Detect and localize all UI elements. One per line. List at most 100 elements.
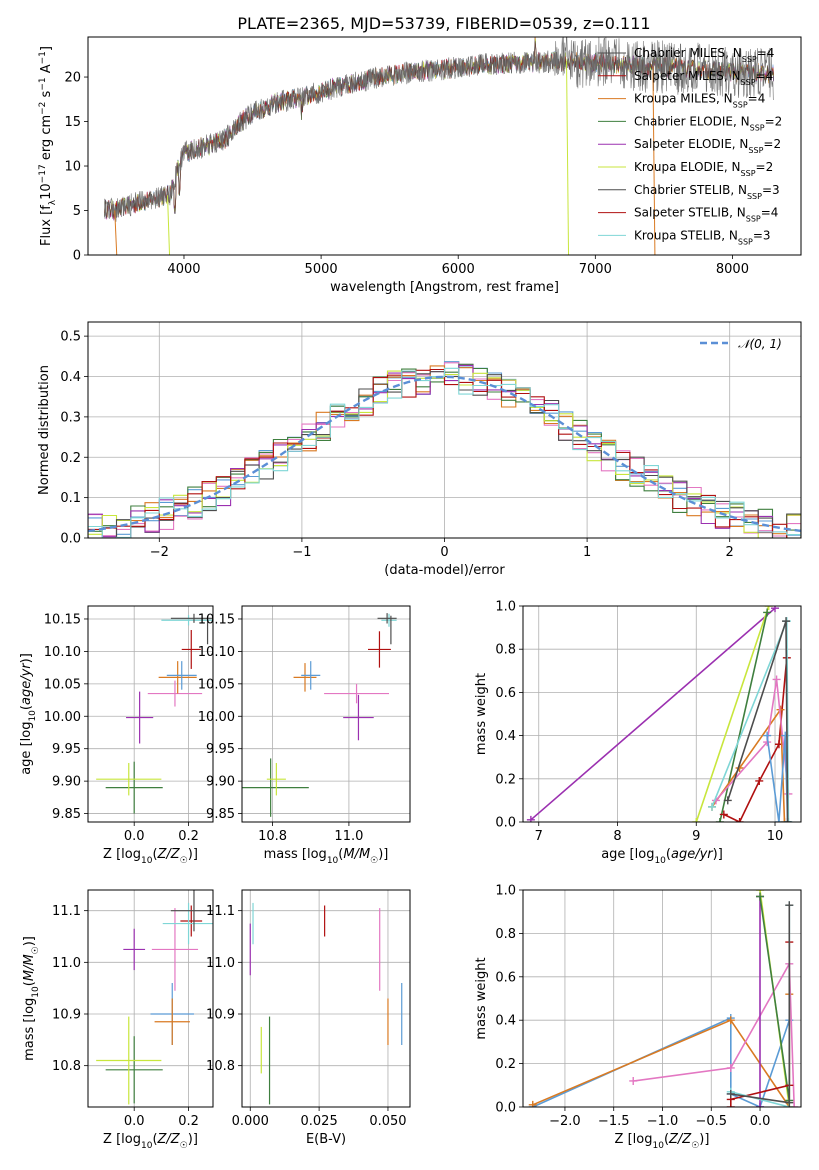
legend-label: Salpeter MILES, NSSP=4 <box>634 69 773 87</box>
x-tick-label: −0.5 <box>695 1114 727 1129</box>
x-tick-label: 0.000 <box>232 1114 269 1129</box>
weight-marker <box>726 1103 735 1107</box>
y-tick-label: 5 <box>73 204 81 219</box>
y-tick-label: 10.10 <box>198 645 235 660</box>
residuals-frame <box>87 321 802 539</box>
x-tick-label: 8 <box>613 829 621 844</box>
age_vs_mass-points <box>242 613 397 817</box>
legend-label: Kroupa STELIB, NSSP=3 <box>634 228 771 246</box>
weight-marker <box>726 1063 735 1072</box>
weight-marker <box>784 818 793 822</box>
y-tick-label: 20 <box>64 71 81 86</box>
legend-label: Chabrier ELODIE, NSSP=2 <box>634 114 782 131</box>
legend-label: Salpeter STELIB, NSSP=4 <box>634 206 778 224</box>
weight-marker <box>780 818 789 822</box>
x-tick-label: 4000 <box>167 262 200 277</box>
x-tick-label: 7 <box>535 829 543 844</box>
weight-marker <box>692 818 701 822</box>
weight_vs_age-frame <box>522 605 802 823</box>
y-tick-label: 1.0 <box>495 600 516 615</box>
x-tick-label: 11.0 <box>334 829 363 844</box>
y-tick-label: 0.4 <box>495 1014 516 1029</box>
y-tick-label: 10.9 <box>52 1008 81 1023</box>
x-tick-label: 5000 <box>305 262 338 277</box>
weight-marker <box>764 606 773 610</box>
age_vs_Z-frame <box>87 605 214 823</box>
mass_vs_Z-ylabel: mass [log10(M/M☉)] <box>22 936 41 1061</box>
y-tick-label: 9.85 <box>52 807 81 822</box>
mass_vs_ebv-frame <box>241 889 411 1108</box>
weight_vs_Z-xlabel: Z [log10(Z/Z☉)] <box>615 1132 710 1151</box>
y-tick-label: 10 <box>64 160 81 175</box>
x-tick-label: 0.025 <box>301 1114 338 1129</box>
y-tick-label: 0.8 <box>495 643 516 658</box>
y-tick-label: 11.1 <box>206 904 235 919</box>
x-tick-label: 0.050 <box>369 1114 406 1129</box>
weight-marker <box>715 818 724 822</box>
spectrum-dip <box>167 195 171 255</box>
spectrum-dip <box>652 66 656 255</box>
mass_vs_ebv-xlabel: E(B-V) <box>306 1132 346 1147</box>
legend-label: 𝒩(0, 1) <box>738 337 782 351</box>
x-tick-label: 10.8 <box>258 829 287 844</box>
y-tick-label: 10.9 <box>206 1008 235 1023</box>
spectrum-lines <box>104 37 774 255</box>
weight-marker <box>526 815 535 822</box>
weight-line-salpeter_elodie <box>530 607 776 821</box>
residual-hists <box>88 361 801 538</box>
age_vs_mass-frame <box>241 605 411 823</box>
y-tick-label: 15 <box>64 115 81 130</box>
weight-marker <box>726 1016 735 1025</box>
y-tick-label: 0 <box>73 249 81 264</box>
x-tick-label: 8000 <box>716 262 749 277</box>
y-tick-label: 0.0 <box>495 816 516 831</box>
y-tick-label: 9.90 <box>206 775 235 790</box>
x-tick-label: 0.2 <box>178 829 199 844</box>
weight-line-chabrier_elodie <box>759 896 791 1101</box>
age_vs_Z-points <box>96 613 213 814</box>
y-tick-label: 0.4 <box>60 370 81 385</box>
weight-marker <box>629 1076 638 1085</box>
y-tick-label: 1.0 <box>495 884 516 899</box>
residuals-ylabel: Normed distribution <box>37 365 52 495</box>
y-tick-label: 11.1 <box>52 904 81 919</box>
weight-marker <box>772 675 781 684</box>
spectrum-axes: 4000 5000 6000 7000 8000 0 5 10 15 20 <box>64 71 749 277</box>
weight-marker <box>785 1098 794 1107</box>
x-tick-label: −1.0 <box>647 1114 679 1129</box>
spectrum-xlabel: wavelength [Angstrom, rest frame] <box>330 280 559 295</box>
y-tick-label: 0.4 <box>495 729 516 744</box>
weight-marker <box>782 617 791 626</box>
y-tick-label: 11.0 <box>206 956 235 971</box>
weight-line-chabrier_miles <box>766 735 789 822</box>
y-tick-label: 0.2 <box>495 1057 516 1072</box>
weight_vs_age-lines <box>526 606 793 822</box>
x-tick-label: 7000 <box>579 262 612 277</box>
x-tick-label: −1 <box>292 545 311 560</box>
y-tick-label: 0.5 <box>60 330 81 345</box>
weight_vs_age-xlabel: age [log10(age/yr)] <box>601 847 723 866</box>
weight-marker <box>756 1103 765 1107</box>
spectrum-dip <box>114 210 118 255</box>
x-tick-label: 6000 <box>442 262 475 277</box>
x-tick-label: 1 <box>583 545 591 560</box>
y-tick-label: 10.00 <box>44 710 81 725</box>
x-tick-label: 10 <box>767 829 784 844</box>
x-tick-label: −2.0 <box>549 1114 581 1129</box>
y-tick-label: 10.15 <box>44 612 81 627</box>
y-tick-label: 10.8 <box>206 1059 235 1074</box>
y-tick-label: 9.85 <box>206 807 235 822</box>
weight-marker <box>783 818 792 822</box>
mass_vs_Z-xlabel: Z [log10(Z/Z☉)] <box>103 1132 198 1151</box>
y-tick-label: 9.95 <box>206 742 235 757</box>
y-tick-label: 0.8 <box>495 927 516 942</box>
y-tick-label: 0.2 <box>495 772 516 787</box>
y-tick-label: 10.05 <box>44 677 81 692</box>
x-tick-label: −2 <box>150 545 169 560</box>
y-tick-label: 9.90 <box>52 775 81 790</box>
legend-label: Kroupa MILES, NSSP=4 <box>634 92 765 110</box>
age_vs_mass-axes: 10.8 11.0 9.85 9.90 9.95 10.00 10.05 10.10 10.15 <box>198 606 410 844</box>
y-tick-label: 9.95 <box>52 742 81 757</box>
normal-curve <box>88 375 801 533</box>
